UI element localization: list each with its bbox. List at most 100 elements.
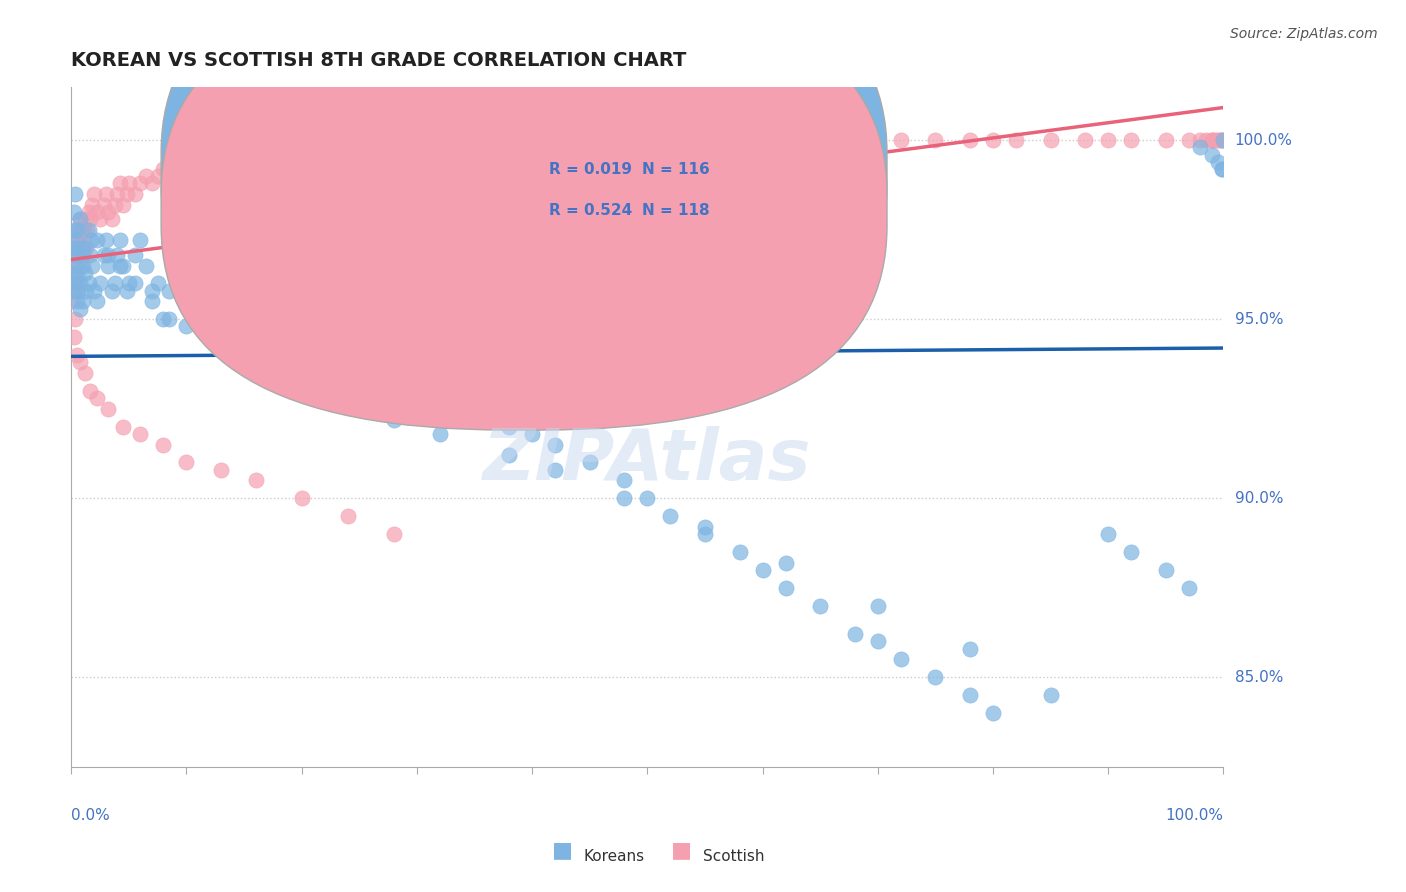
Point xyxy=(118,176,141,190)
Point xyxy=(104,197,127,211)
Point xyxy=(890,652,912,666)
Point xyxy=(70,241,93,255)
Point xyxy=(245,355,267,369)
Text: R = 0.524: R = 0.524 xyxy=(550,202,633,218)
Point xyxy=(544,462,567,476)
Point xyxy=(79,212,101,227)
Point xyxy=(118,277,141,291)
Point xyxy=(1121,545,1143,559)
Text: 100.0%: 100.0% xyxy=(1166,808,1223,823)
Point xyxy=(157,284,180,298)
Point xyxy=(360,355,382,369)
Point xyxy=(62,269,84,284)
Point xyxy=(429,136,451,151)
Text: Scottish: Scottish xyxy=(703,849,765,863)
Point xyxy=(544,133,567,147)
Point xyxy=(1201,147,1223,161)
Text: 90.0%: 90.0% xyxy=(1234,491,1284,506)
Point xyxy=(62,248,84,262)
Point xyxy=(1189,133,1212,147)
Point xyxy=(429,391,451,405)
Point xyxy=(89,212,111,227)
Point xyxy=(728,133,751,147)
Point xyxy=(67,241,90,255)
Point xyxy=(578,455,600,469)
Point xyxy=(382,527,405,541)
Text: ZIPAtlas: ZIPAtlas xyxy=(484,426,811,495)
Point xyxy=(129,426,152,441)
Point xyxy=(135,259,157,273)
Text: Koreans: Koreans xyxy=(583,849,644,863)
Point xyxy=(104,277,127,291)
Text: ■: ■ xyxy=(672,840,692,860)
Point xyxy=(808,599,831,613)
Point xyxy=(959,133,981,147)
Point xyxy=(406,140,429,154)
Point xyxy=(775,133,797,147)
Point xyxy=(613,491,636,506)
Point xyxy=(62,223,84,237)
Point xyxy=(75,241,97,255)
Point xyxy=(86,234,108,248)
Point xyxy=(79,384,101,398)
Point xyxy=(751,133,773,147)
Point xyxy=(63,259,86,273)
Point xyxy=(124,186,146,201)
Point xyxy=(981,133,1004,147)
Point xyxy=(291,319,314,334)
Point xyxy=(163,161,186,176)
Point xyxy=(69,301,91,316)
Point xyxy=(80,259,103,273)
Point xyxy=(256,147,278,161)
Point xyxy=(578,133,600,147)
Point xyxy=(1097,133,1119,147)
Point xyxy=(93,248,115,262)
Point xyxy=(775,556,797,570)
Point xyxy=(728,545,751,559)
Point xyxy=(63,186,86,201)
Point xyxy=(66,259,89,273)
Text: 0.0%: 0.0% xyxy=(72,808,110,823)
Point xyxy=(73,223,96,237)
Point xyxy=(209,341,232,355)
Point xyxy=(60,241,83,255)
Point xyxy=(80,197,103,211)
Point xyxy=(1211,161,1233,176)
Text: R = 0.019: R = 0.019 xyxy=(550,162,633,177)
Point xyxy=(1154,133,1177,147)
Point xyxy=(1178,581,1201,595)
Point xyxy=(866,599,889,613)
Point xyxy=(83,186,105,201)
Point xyxy=(94,234,117,248)
Point xyxy=(314,330,336,344)
Point xyxy=(981,706,1004,720)
Point xyxy=(198,259,221,273)
Point xyxy=(209,294,232,309)
Point xyxy=(146,277,169,291)
Text: Source: ZipAtlas.com: Source: ZipAtlas.com xyxy=(1230,27,1378,41)
Point xyxy=(83,284,105,298)
Point xyxy=(924,133,946,147)
Point xyxy=(1195,133,1218,147)
Point xyxy=(844,627,866,641)
Point xyxy=(108,234,131,248)
Point xyxy=(1005,133,1028,147)
Point xyxy=(693,527,716,541)
Point xyxy=(429,426,451,441)
Point xyxy=(86,294,108,309)
Point xyxy=(75,366,97,380)
Point xyxy=(1211,133,1233,147)
Point xyxy=(1201,133,1223,147)
Point xyxy=(544,437,567,451)
Point xyxy=(75,212,97,227)
Point xyxy=(108,176,131,190)
Point xyxy=(115,284,138,298)
Point xyxy=(69,277,91,291)
Point xyxy=(498,419,520,434)
Point xyxy=(72,294,94,309)
Point xyxy=(808,133,831,147)
Point xyxy=(66,223,89,237)
Point xyxy=(72,259,94,273)
Point xyxy=(463,401,485,416)
Point xyxy=(163,269,186,284)
